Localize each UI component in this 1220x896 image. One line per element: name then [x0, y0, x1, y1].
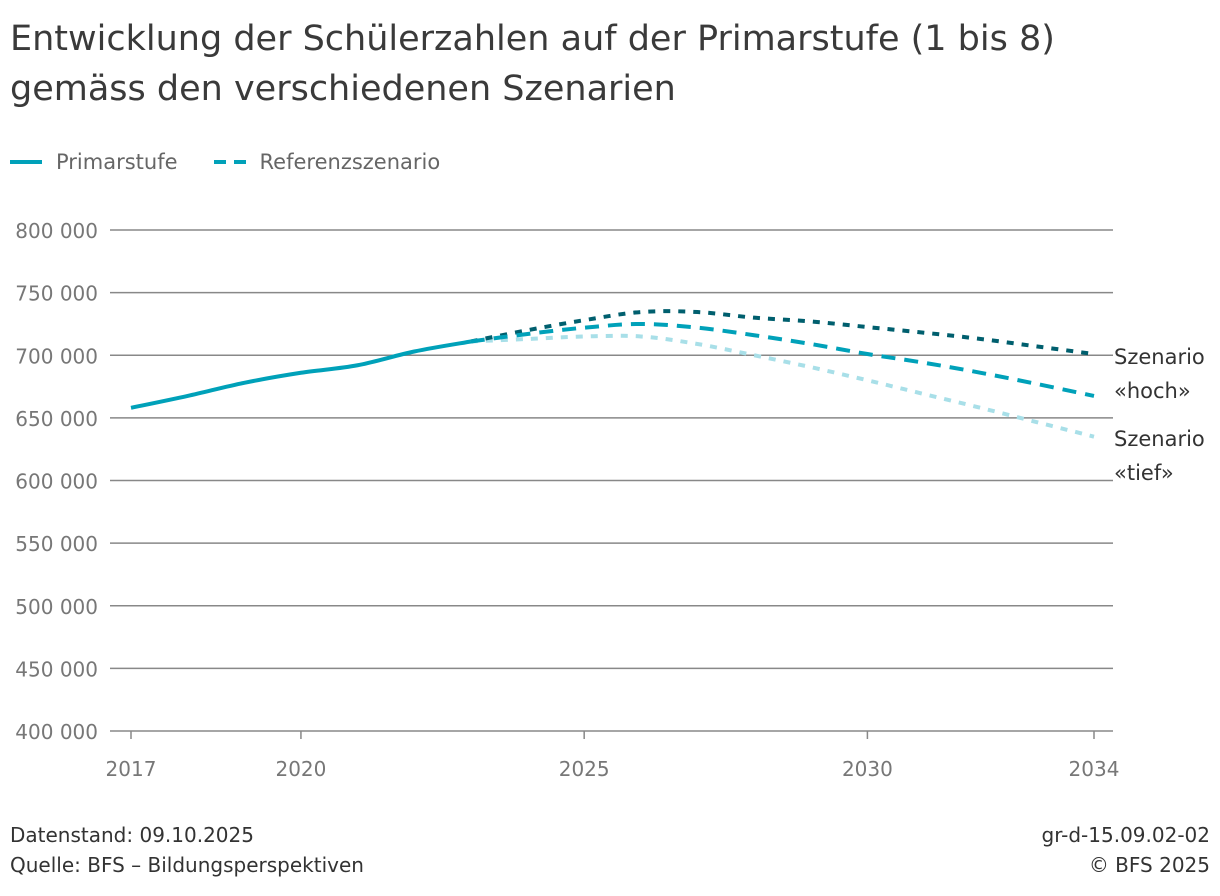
series-szenario-hoch: [470, 309, 1095, 356]
x-tick-label: 2017: [106, 757, 157, 781]
chart-code: gr-d-15.09.02-02: [1041, 823, 1211, 847]
x-tick-label: 2020: [275, 757, 326, 781]
legend-label: Primarstufe: [56, 150, 178, 174]
title-line-2: gemäss den verschiedenen Szenarien: [10, 69, 676, 109]
footer-left: Datenstand: 09.10.2025 Quelle: BFS – Bil…: [10, 820, 364, 880]
legend: Primarstufe Referenzszenario: [10, 150, 476, 174]
y-tick-label: 700 000: [15, 344, 98, 368]
label-szenario-tief-line2: «tief»: [1114, 461, 1174, 485]
label-szenario-hoch-line1: Szenario: [1114, 345, 1205, 369]
title-line-1: Entwicklung der Schülerzahlen auf der Pr…: [10, 19, 1055, 59]
y-tick-label: 500 000: [15, 595, 98, 619]
y-tick-label: 800 000: [15, 219, 98, 243]
legend-label: Referenzszenario: [259, 150, 441, 174]
x-tick-label: 2030: [842, 757, 893, 781]
x-tick-label: 2034: [1069, 757, 1120, 781]
series-primarstufe: [130, 339, 472, 410]
y-tick-label: 550 000: [15, 532, 98, 556]
y-tick-label: 400 000: [15, 720, 98, 744]
label-szenario-tief-line1: Szenario: [1114, 427, 1205, 451]
y-tick-label: 750 000: [15, 282, 98, 306]
chart-title: Entwicklung der Schülerzahlen auf der Pr…: [10, 14, 1210, 114]
legend-item-referenzszenario: Referenzszenario: [213, 150, 441, 174]
series-szenario-tief: [470, 333, 1095, 439]
y-tick-label: 600 000: [15, 470, 98, 494]
label-szenario-hoch-line2: «hoch»: [1114, 379, 1191, 403]
y-tick-label: 650 000: [15, 407, 98, 431]
legend-item-primarstufe: Primarstufe: [10, 150, 178, 174]
quelle: Quelle: BFS – Bildungsperspektiven: [10, 853, 364, 877]
series-referenzszenario: [470, 321, 1095, 398]
datenstand: Datenstand: 09.10.2025: [10, 823, 254, 847]
x-tick-label: 2025: [559, 757, 610, 781]
footer-right: gr-d-15.09.02-02 © BFS 2025: [1042, 820, 1211, 880]
legend-dashed-line-icon: [213, 160, 246, 164]
y-tick-label: 450 000: [15, 657, 98, 681]
copyright: © BFS 2025: [1088, 853, 1210, 877]
legend-solid-line-icon: [10, 160, 42, 164]
